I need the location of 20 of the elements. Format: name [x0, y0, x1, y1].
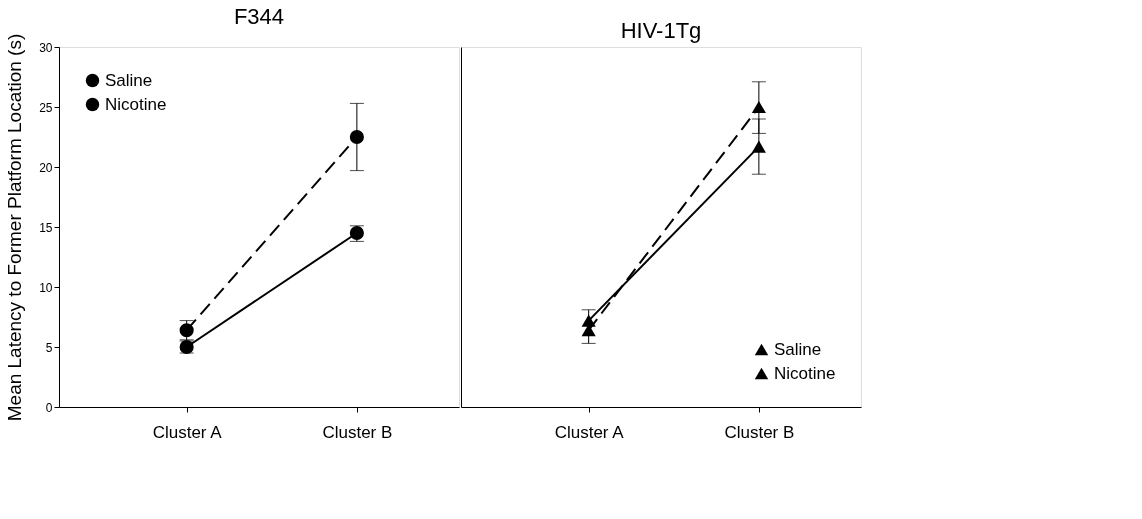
y-tick-label: 30 — [39, 40, 53, 55]
y-tick-label: 15 — [39, 220, 53, 235]
legend-label: Saline — [774, 339, 822, 359]
y-tick-label: 25 — [39, 100, 53, 115]
y-tick-label: 0 — [45, 400, 53, 415]
point — [179, 323, 194, 338]
x-tick-label: Cluster B — [724, 422, 795, 442]
chart-title: HIV-1Tg — [620, 18, 702, 43]
legend-label: Nicotine — [774, 363, 836, 383]
y-tick-label: 10 — [39, 280, 53, 295]
legend-label: Nicotine — [105, 94, 167, 114]
y-axis-title: Mean Latency to Former Platform Location (s) — [4, 33, 26, 422]
x-tick-label: Cluster A — [554, 422, 625, 442]
y-tick-label: 20 — [39, 160, 53, 175]
legend-label: Saline — [105, 70, 153, 90]
y-tick-label: 5 — [45, 340, 53, 355]
chart-title: F344 — [233, 4, 285, 30]
x-tick-label: Cluster A — [152, 422, 223, 442]
point — [349, 129, 364, 145]
x-tick-label: Cluster B — [322, 422, 393, 442]
